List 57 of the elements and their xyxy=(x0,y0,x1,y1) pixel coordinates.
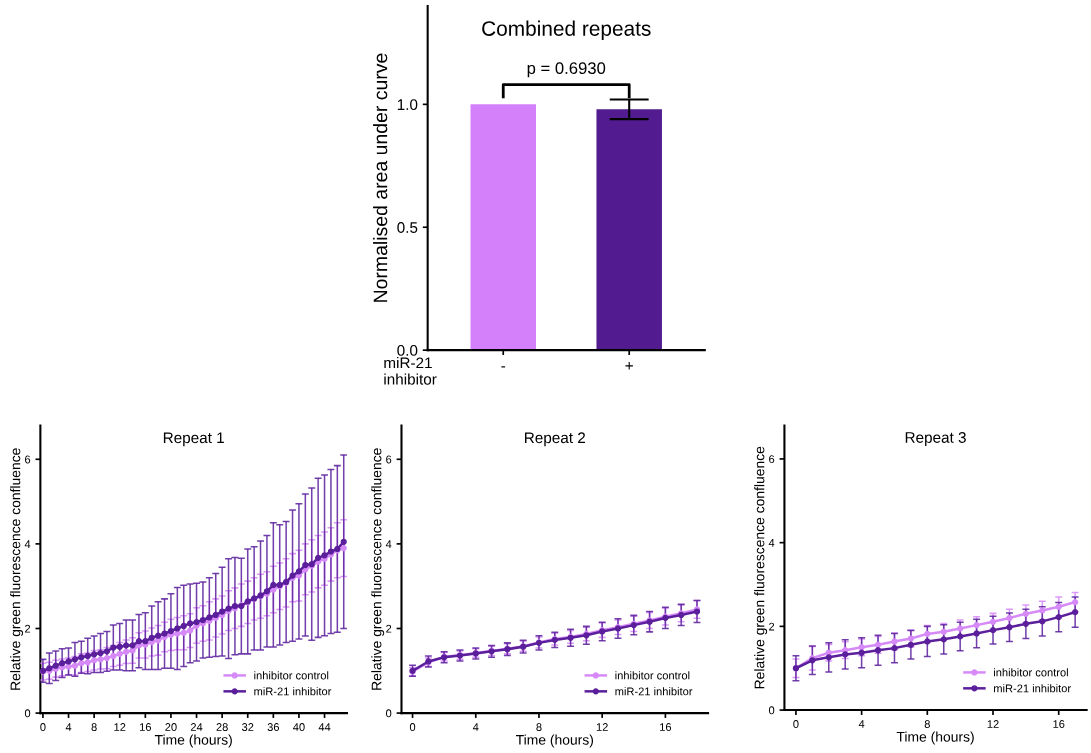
legend-label: miR-21 inhibitor xyxy=(994,684,1071,693)
x-tick-label: 8 xyxy=(91,723,97,731)
x-tick-label: 0 xyxy=(40,723,46,731)
y-tick-label: 0 xyxy=(386,709,392,718)
x-tick-label: 8 xyxy=(536,723,542,731)
x-tick-label: 16 xyxy=(660,723,672,731)
y-tick-label: 4 xyxy=(24,540,31,548)
x-tick-label: 4 xyxy=(858,720,865,728)
legend-label: inhibitor control xyxy=(994,668,1068,677)
y-tick-label: 6 xyxy=(769,455,775,464)
y-axis-title: Relative green fluorescence confluence xyxy=(371,448,385,690)
legend-label: miR-21 inhibitor xyxy=(615,687,693,696)
legend-label: inhibitor control xyxy=(615,671,690,680)
x-axis-title: Time (hours) xyxy=(154,734,232,748)
x-tick-label: 40 xyxy=(293,723,305,731)
x-tick-label: 12 xyxy=(596,723,608,731)
y-tick-label: 4 xyxy=(768,539,775,547)
x-tick-label: 8 xyxy=(924,720,930,728)
x-tick-label: 12 xyxy=(114,723,126,731)
y-axis-title: Relative green fluorescence confluence xyxy=(754,446,768,689)
x-tick-label: 16 xyxy=(140,723,152,731)
x-tick-label: 12 xyxy=(987,720,999,728)
chart-title: Repeat 1 xyxy=(163,432,224,447)
x-tick-label: 0 xyxy=(793,720,799,728)
legend-label: inhibitor control xyxy=(254,671,329,680)
y-tick-label: 2 xyxy=(25,624,31,633)
y-tick-label: 4 xyxy=(385,540,392,548)
x-tick-label: 32 xyxy=(241,723,254,731)
y-axis-title: Relative green fluorescence confluence xyxy=(10,448,24,690)
x-tick-label: 4 xyxy=(472,723,479,731)
y-tick-label: 6 xyxy=(386,455,392,464)
x-tick-label: 20 xyxy=(165,723,177,731)
x-tick-label: + xyxy=(625,362,633,370)
x-tick-label: 24 xyxy=(190,723,203,731)
x-axis-title: Time (hours) xyxy=(515,734,594,748)
text: Combined repeats xyxy=(482,20,651,40)
x-tick-label: 16 xyxy=(1053,720,1065,728)
y-tick-label: 1.0 xyxy=(397,99,418,111)
y-tick-label: 2 xyxy=(769,622,775,631)
y-tick-label: 0 xyxy=(24,709,31,718)
chart-title: Repeat 3 xyxy=(905,432,966,446)
y-tick-label: 2 xyxy=(386,624,392,633)
y-axis-title: Normalised area under curve xyxy=(373,53,388,302)
annotation: p = 0.6930 xyxy=(527,62,606,78)
y-tick-label: 0 xyxy=(768,706,775,715)
x-axis-title: Time (hours) xyxy=(896,731,974,745)
x-tick-label: 4 xyxy=(65,723,72,731)
y-tick-label: 0.0 xyxy=(397,345,418,356)
chart-title: Repeat 2 xyxy=(525,432,586,447)
x-axis-title: miR-21 inhibitor xyxy=(384,357,437,385)
x-tick-label: 36 xyxy=(267,723,280,731)
y-tick-label: 0.5 xyxy=(397,222,418,233)
legend-label: miR-21 inhibitor xyxy=(254,687,332,696)
x-tick-label: 44 xyxy=(318,723,331,731)
x-tick-label: 28 xyxy=(216,723,228,731)
x-tick-label: - xyxy=(501,366,506,368)
y-tick-label: 6 xyxy=(25,455,31,464)
